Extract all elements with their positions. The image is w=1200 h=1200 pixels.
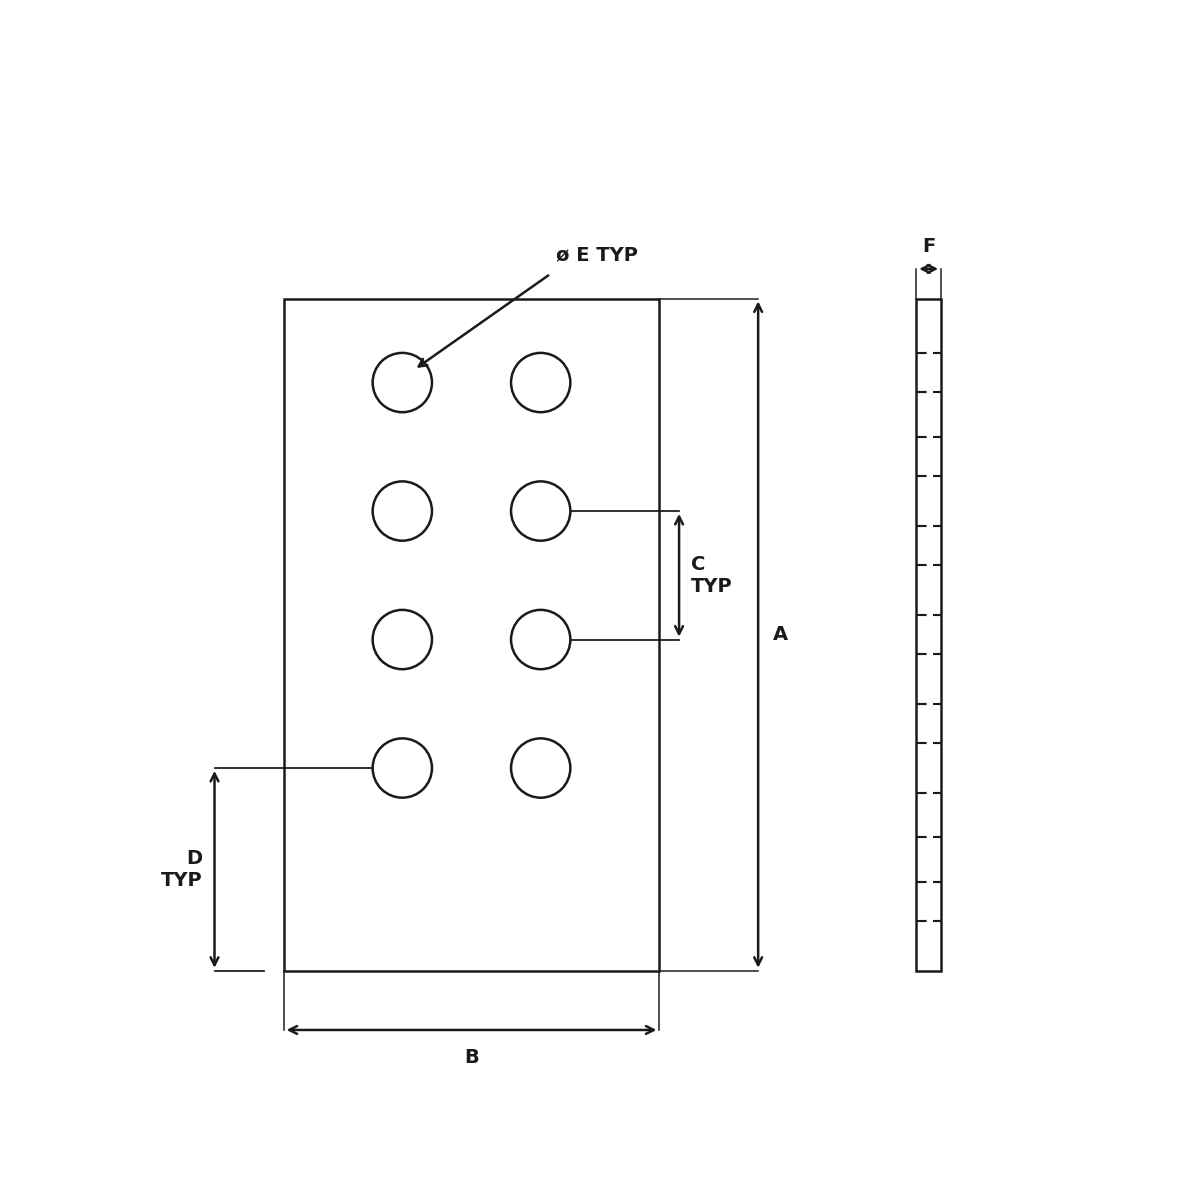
Circle shape bbox=[373, 738, 432, 798]
Circle shape bbox=[511, 738, 570, 798]
Text: B: B bbox=[464, 1048, 479, 1067]
Circle shape bbox=[373, 353, 432, 412]
Text: C
TYP: C TYP bbox=[691, 554, 732, 595]
Text: A: A bbox=[773, 625, 788, 644]
Bar bbox=[917, 299, 941, 971]
Text: F: F bbox=[922, 238, 935, 256]
Circle shape bbox=[373, 481, 432, 541]
Text: ø E TYP: ø E TYP bbox=[556, 245, 637, 264]
Circle shape bbox=[511, 481, 570, 541]
Text: D
TYP: D TYP bbox=[161, 848, 203, 890]
Circle shape bbox=[373, 610, 432, 670]
Circle shape bbox=[511, 353, 570, 412]
Circle shape bbox=[511, 610, 570, 670]
Bar bbox=[283, 299, 659, 971]
